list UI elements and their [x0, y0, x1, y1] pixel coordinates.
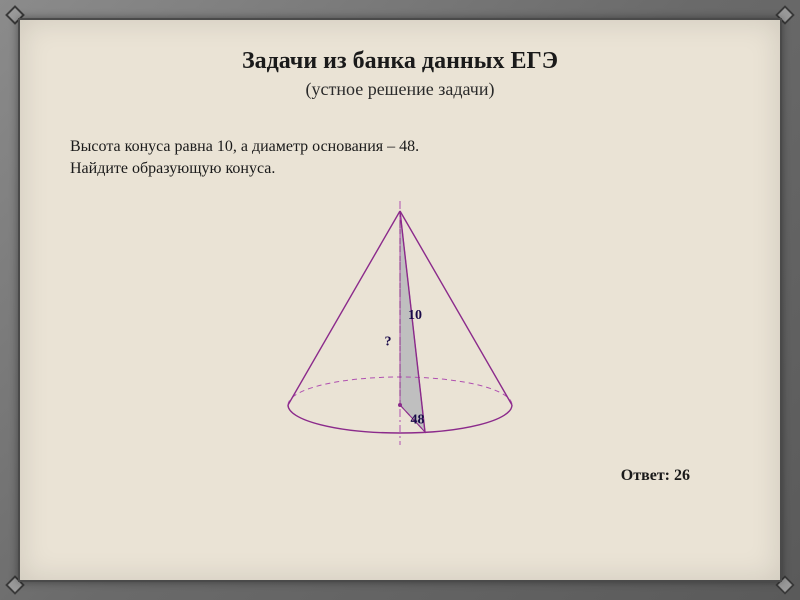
svg-text:10: 10: [408, 308, 422, 323]
answer-text: Ответ: 26: [70, 467, 730, 485]
diagram-container: 10? 48: [70, 197, 730, 457]
problem-line: Найдите образующую конуса.: [70, 158, 730, 180]
svg-text:?: ?: [385, 335, 392, 350]
slide-content: Задачи из банка данных ЕГЭ (устное решен…: [18, 18, 782, 582]
cone-diagram: 10? 48: [250, 197, 550, 457]
problem-text: Высота конуса равна 10, а диаметр основа…: [70, 136, 730, 179]
slide-title: Задачи из банка данных ЕГЭ: [70, 48, 730, 75]
problem-line: Высота конуса равна 10, а диаметр основа…: [70, 136, 730, 158]
slide-subtitle: (устное решение задачи): [70, 79, 730, 100]
svg-text:48: 48: [411, 413, 425, 428]
slide-frame-outer: Задачи из банка данных ЕГЭ (устное решен…: [0, 0, 800, 600]
